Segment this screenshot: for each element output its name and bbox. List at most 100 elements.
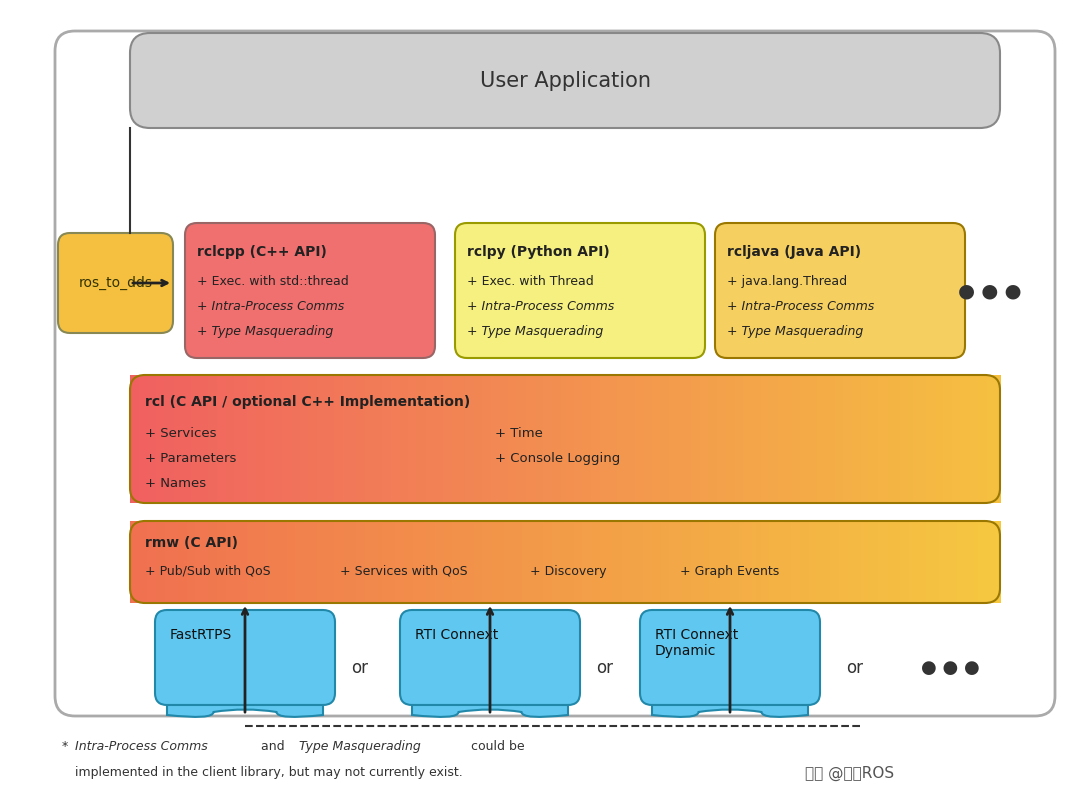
Bar (226, 521, 230, 603)
Bar (796, 521, 800, 603)
Bar (644, 375, 648, 503)
Bar (561, 375, 566, 503)
Bar (303, 521, 309, 603)
Bar (921, 375, 927, 503)
Bar (535, 521, 539, 603)
Bar (465, 521, 470, 603)
Bar (644, 521, 648, 603)
Bar (322, 521, 326, 603)
Bar (451, 375, 457, 503)
Bar (635, 375, 639, 503)
Bar (835, 521, 839, 603)
Bar (161, 375, 165, 503)
Bar (779, 521, 783, 603)
Bar (747, 375, 753, 503)
Text: rcl (C API / optional C++ Implementation): rcl (C API / optional C++ Implementation… (145, 395, 470, 409)
Bar (295, 521, 300, 603)
Bar (900, 375, 905, 503)
Bar (953, 521, 957, 603)
Bar (343, 375, 348, 503)
Bar (174, 375, 178, 503)
Bar (161, 521, 165, 603)
Bar (513, 521, 517, 603)
Bar (848, 375, 852, 503)
Bar (887, 375, 892, 503)
Bar (904, 521, 909, 603)
Bar (191, 375, 195, 503)
Bar (713, 521, 718, 603)
Text: + Intra-Process Comms: + Intra-Process Comms (467, 300, 615, 313)
Text: implemented in the client library, but may not currently exist.: implemented in the client library, but m… (75, 766, 462, 779)
Bar (526, 375, 530, 503)
Bar (966, 375, 970, 503)
Bar (326, 375, 330, 503)
Bar (174, 521, 178, 603)
Bar (243, 375, 248, 503)
Bar (187, 375, 191, 503)
Bar (152, 521, 157, 603)
Bar (330, 521, 335, 603)
Bar (343, 521, 348, 603)
Bar (996, 375, 1000, 503)
Bar (260, 375, 266, 503)
Bar (895, 375, 901, 503)
Bar (691, 375, 696, 503)
Bar (265, 375, 270, 503)
Bar (670, 375, 674, 503)
Bar (818, 375, 822, 503)
Bar (626, 375, 631, 503)
Bar (687, 521, 691, 603)
Bar (913, 375, 918, 503)
Bar (865, 521, 870, 603)
Bar (617, 375, 622, 503)
Bar (491, 521, 496, 603)
Bar (765, 521, 770, 603)
Bar (565, 521, 570, 603)
Bar (234, 375, 240, 503)
Bar (787, 521, 792, 603)
Bar (421, 375, 427, 503)
Bar (831, 375, 835, 503)
Bar (586, 375, 592, 503)
Text: + java.lang.Thread: + java.lang.Thread (727, 275, 847, 288)
Bar (726, 521, 731, 603)
Bar (565, 375, 570, 503)
Bar (874, 375, 879, 503)
Bar (183, 375, 187, 503)
Bar (822, 375, 826, 503)
Text: + Discovery: + Discovery (530, 565, 607, 578)
Bar (509, 521, 513, 603)
Bar (313, 521, 318, 603)
Bar (978, 521, 983, 603)
Bar (548, 375, 553, 503)
Bar (434, 375, 440, 503)
Bar (760, 521, 766, 603)
Text: 知乎 @鱼香ROS: 知乎 @鱼香ROS (806, 765, 894, 781)
Bar (234, 521, 240, 603)
Bar (944, 375, 948, 503)
Bar (800, 375, 805, 503)
Bar (456, 521, 461, 603)
Bar (874, 521, 879, 603)
Bar (138, 521, 144, 603)
Bar (970, 521, 974, 603)
Bar (239, 521, 244, 603)
Bar (739, 521, 744, 603)
Bar (578, 375, 583, 503)
Bar (303, 375, 309, 503)
Bar (478, 375, 483, 503)
Bar (282, 521, 287, 603)
Bar (348, 375, 352, 503)
Bar (170, 521, 174, 603)
Bar (395, 375, 401, 503)
Bar (792, 521, 796, 603)
Bar (704, 521, 710, 603)
Bar (756, 375, 761, 503)
Bar (509, 375, 513, 503)
Bar (622, 521, 626, 603)
Bar (378, 375, 382, 503)
Bar (552, 375, 557, 503)
Bar (282, 375, 287, 503)
Bar (530, 375, 535, 503)
Bar (269, 375, 274, 503)
